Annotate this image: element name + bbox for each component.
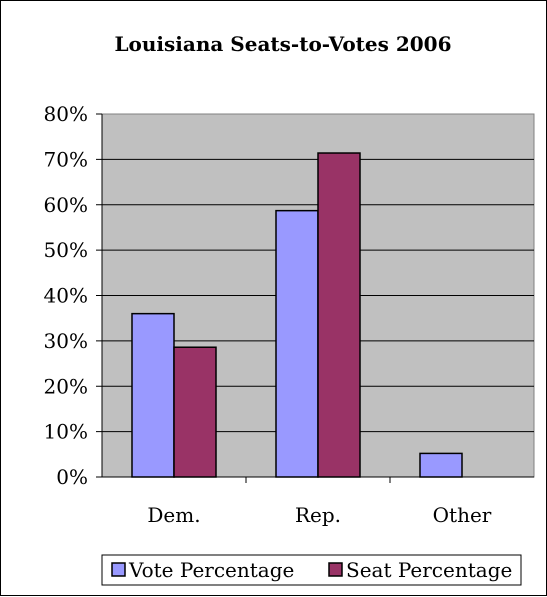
y-tick-label: 20% — [44, 374, 88, 398]
axes — [96, 113, 534, 483]
bar-seat-percentage-rep — [317, 152, 361, 478]
legend-swatch — [111, 562, 126, 577]
legend-label: Seat Percentage — [346, 558, 512, 582]
x-category-label: Dem. — [147, 503, 200, 527]
y-tick-label: 50% — [44, 238, 88, 262]
y-tick-label: 60% — [44, 193, 88, 217]
y-tick-label: 80% — [44, 102, 88, 126]
y-tick-label: 70% — [44, 147, 88, 171]
x-category-label: Rep. — [295, 503, 341, 527]
legend-swatch — [328, 562, 343, 577]
x-category-label: Other — [433, 503, 492, 527]
legend: Vote Percentage Seat Percentage — [101, 554, 522, 586]
y-axis-tick-labels: 0% 10% 20% 30% 40% 50% 60% 70% 80% — [44, 102, 88, 489]
bar-vote-percentage-dem — [131, 312, 175, 478]
y-tick-label: 10% — [44, 420, 88, 444]
legend-box — [101, 554, 522, 586]
bar-seat-percentage-dem — [173, 346, 217, 478]
bars — [131, 152, 463, 478]
x-axis-category-labels: Dem. Rep. Other — [147, 503, 491, 527]
bar-vote-percentage-other — [419, 452, 463, 478]
legend-label: Vote Percentage — [128, 558, 294, 582]
y-tick-label: 30% — [44, 329, 88, 353]
chart-title: Louisiana Seats-to-Votes 2006 — [114, 32, 451, 56]
bar-vote-percentage-rep — [275, 209, 319, 478]
y-tick-label: 40% — [44, 284, 88, 308]
y-tick-label: 0% — [56, 465, 88, 489]
